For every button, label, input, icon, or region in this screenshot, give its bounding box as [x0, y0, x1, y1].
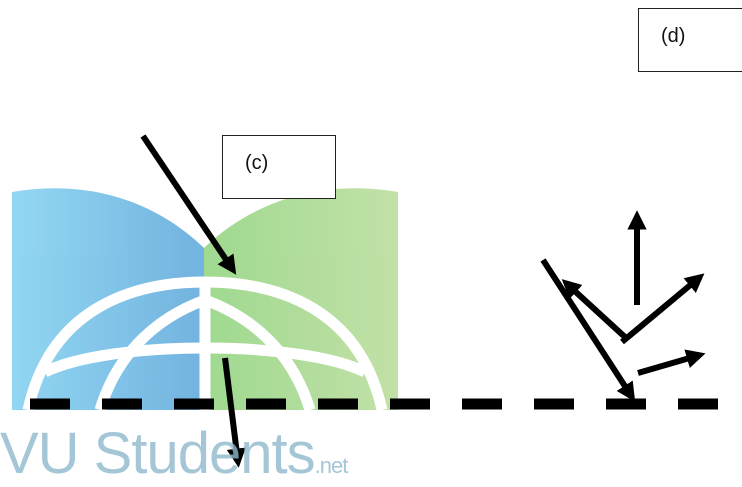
watermark-logo [12, 188, 398, 412]
scatter-arrow-diagonal [620, 273, 705, 345]
watermark-text: VU Students.net [0, 420, 349, 487]
return-arrow-d [561, 279, 629, 341]
transmitted-arrow-c [222, 357, 246, 468]
incident-arrow-c [140, 134, 237, 275]
watermark-main: VU Students [0, 421, 316, 486]
diagram-d [540, 210, 706, 402]
watermark-suffix: .net [314, 453, 349, 478]
diagram-c [140, 134, 246, 468]
globe-icon [22, 276, 388, 412]
label-box-d: (d) [638, 8, 742, 72]
scatter-arrow-right [637, 349, 706, 376]
label-box-c: (c) [222, 135, 336, 199]
incident-arrow-d [540, 258, 636, 402]
